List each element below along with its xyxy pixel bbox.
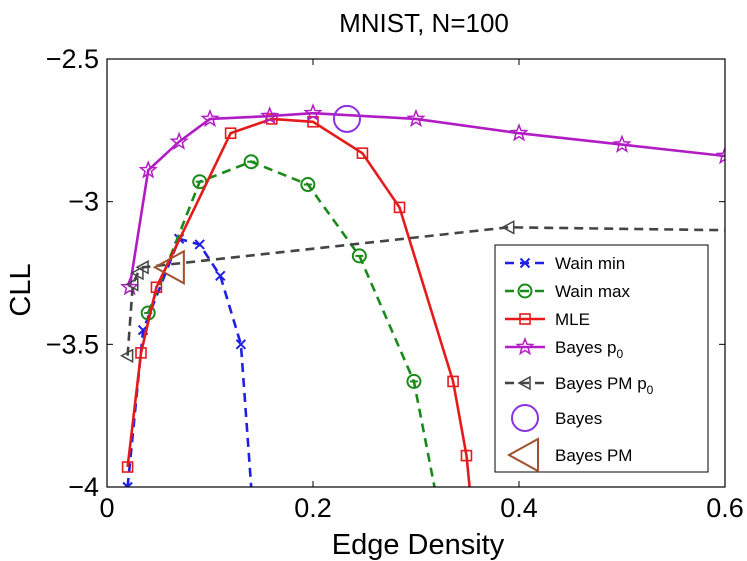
y-tick-label: −4 [68,472,99,502]
legend-marker [519,313,531,325]
y-tick-label: −3 [68,187,99,217]
axes: 0 0.2 0.4 0.6 −4 −3.5 −3 −2.5 [46,44,744,523]
legend-label: Bayes p0 [555,338,623,361]
data-point [300,177,316,193]
legend-entry: Wain max [505,282,630,301]
data-point [509,123,529,142]
series-5 [120,220,725,364]
legend-entry: MLE [505,310,590,329]
plot-frame [106,58,726,488]
legend-marker [506,437,539,473]
x-tick-label: 0.6 [706,493,744,523]
data-point [447,375,459,388]
data-point [130,265,144,281]
highlight-point [152,249,185,285]
legend-marker [511,404,539,432]
x-tick-label: 0.2 [294,493,332,523]
x-tick-label: 0.4 [500,493,538,523]
data-point [120,348,134,364]
data-point [135,260,149,275]
data-point [351,248,367,264]
series-line [146,160,436,487]
legend-marker [517,375,531,391]
data-point [120,277,140,296]
data-point [303,103,323,122]
chart-title: MNIST, N=100 [339,8,509,38]
data-point [200,108,220,128]
legend-box [494,244,709,473]
y-tick-label: −3.5 [46,329,99,359]
data-point [121,461,134,473]
data-point [150,281,163,294]
legend-entry: Bayes p0 [505,336,623,361]
data-point [235,339,247,350]
plot-area [120,103,725,487]
data-point [122,481,133,487]
legend-label: Bayes PM p0 [555,374,654,397]
series-4 [120,103,725,296]
data-point [715,145,725,165]
legend: Wain min Wain max MLE Bayes p0 Bayes PM p0 Ba… [494,244,709,473]
legend-label: Wain max [555,282,630,301]
legend-label: Wain min [555,254,625,273]
legend-marker [517,283,533,299]
data-point [260,106,280,125]
data-point [406,108,426,128]
data-point [243,154,259,170]
legend-entry: Wain min [505,254,625,273]
x-axis-label: Edge Density [332,529,505,561]
legend-marker [519,257,531,269]
series-line [128,111,725,288]
x-tick-label: 0 [99,493,114,523]
data-point [393,201,406,214]
legend-label: Bayes [555,409,602,428]
data-point [138,160,158,179]
data-point [224,127,237,139]
data-point [356,147,369,159]
y-tick-label: −2.5 [46,44,99,74]
data-point [460,449,473,462]
legend-entry: Bayes [511,404,602,432]
y-axis-label: CLL [5,263,37,316]
series-line [126,117,471,487]
legend-entry: Bayes PM p0 [505,374,654,397]
legend-label: Bayes PM [555,446,632,465]
data-point [501,220,515,235]
data-point [125,277,139,292]
data-point [406,373,422,389]
data-point [215,270,226,282]
series-3 [121,113,473,487]
data-point [612,134,632,153]
data-point [169,131,189,150]
legend-label: MLE [555,310,590,329]
series-line [126,225,725,356]
data-point [194,239,205,250]
series-line [126,237,253,487]
legend-entry: Bayes PM [506,437,632,473]
plot-clip-group [120,103,725,487]
data-point [135,347,147,359]
legend-marker [515,336,535,356]
series-2 [140,154,436,487]
highlight-point [332,104,361,133]
